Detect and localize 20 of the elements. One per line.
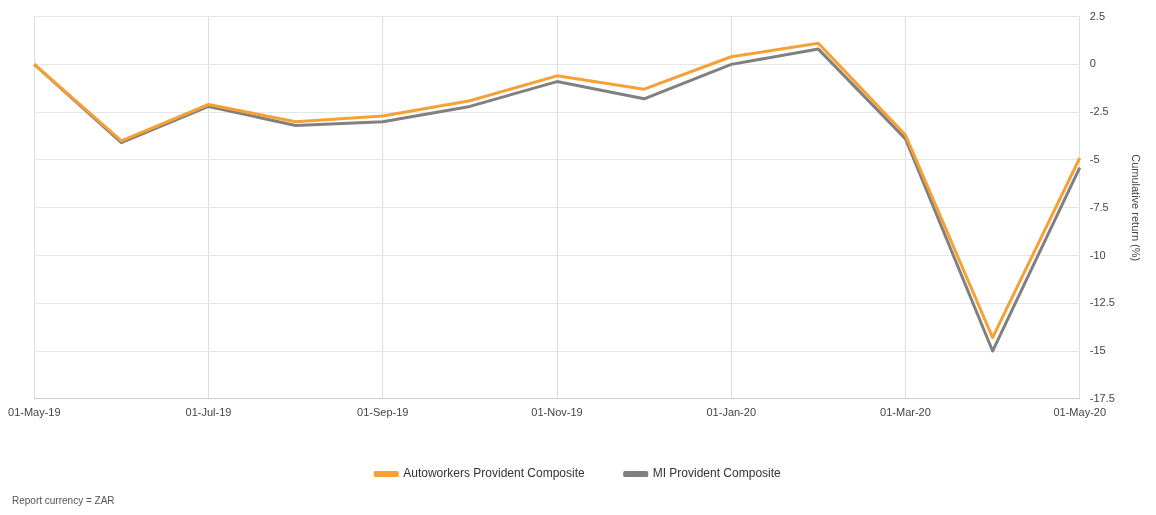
y-axis-title: Cumulative return (%) xyxy=(1130,154,1143,262)
y-tick-label: 0 xyxy=(1089,57,1096,70)
legend-label: MI Provident Composite xyxy=(652,466,782,481)
x-tick-label: 01-Jan-20 xyxy=(706,406,757,419)
y-tick-label: -10 xyxy=(1089,248,1106,261)
y-tick-label: 2.5 xyxy=(1089,9,1106,22)
x-tick-label: 01-May-19 xyxy=(8,406,61,419)
x-tick-label: 01-Jul-19 xyxy=(185,406,232,419)
x-tick-label: 01-Sep-19 xyxy=(357,406,409,419)
x-tick-label: 01-Mar-20 xyxy=(880,406,931,419)
y-tick-label: -17.5 xyxy=(1089,391,1115,404)
legend-label: Autoworkers Provident Composite xyxy=(403,466,586,481)
x-tick-label: 01-May-20 xyxy=(1053,406,1107,419)
y-tick-label: -7.5 xyxy=(1089,200,1109,213)
y-tick-label: -5 xyxy=(1089,152,1100,165)
y-tick-label: -15 xyxy=(1089,344,1106,357)
x-tick-label: 01-Nov-19 xyxy=(531,406,583,419)
y-tick-label: -12.5 xyxy=(1089,296,1115,309)
text: Report currency = ZAR xyxy=(12,495,115,506)
y-tick-label: -2.5 xyxy=(1089,105,1109,118)
